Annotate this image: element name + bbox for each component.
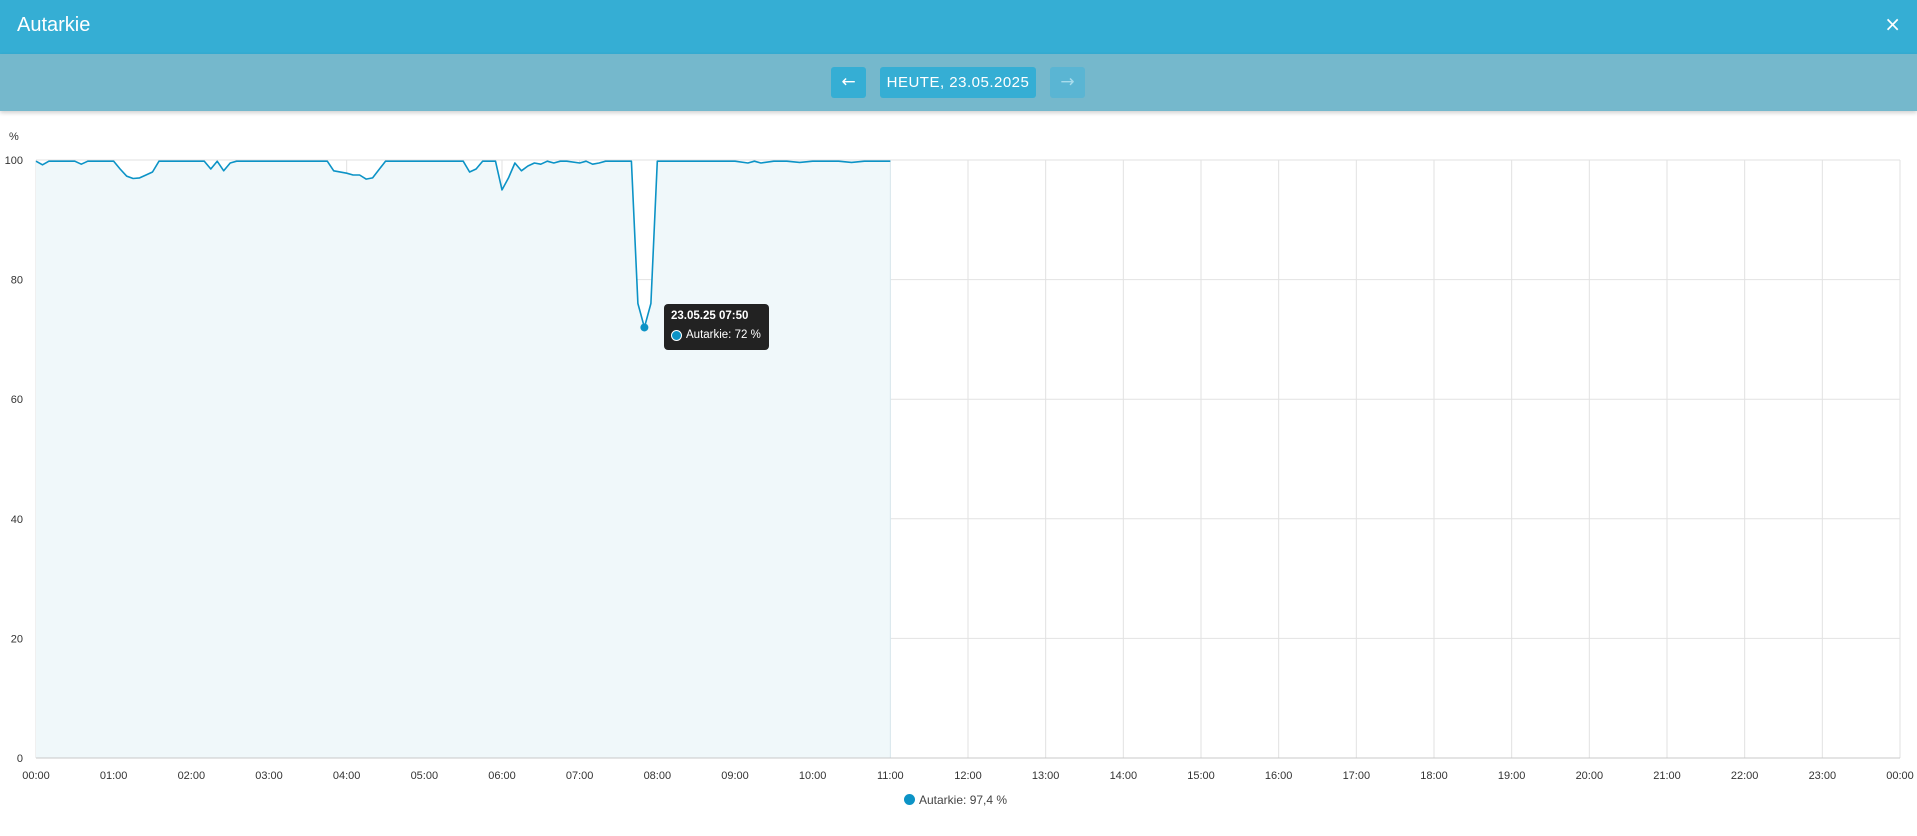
x-tick-label: 06:00 bbox=[488, 770, 516, 782]
previous-day-button[interactable]: ← bbox=[831, 67, 866, 98]
y-axis-unit-label: % bbox=[9, 131, 19, 143]
x-tick-label: 12:00 bbox=[954, 770, 982, 782]
arrow-right-icon: → bbox=[1060, 72, 1075, 92]
x-tick-label: 01:00 bbox=[100, 770, 128, 782]
x-tick-label: 21:00 bbox=[1653, 770, 1681, 782]
x-tick-label: 23:00 bbox=[1809, 770, 1837, 782]
y-tick-label: 20 bbox=[11, 633, 23, 645]
x-tick-label: 14:00 bbox=[1110, 770, 1138, 782]
y-tick-label: 60 bbox=[11, 394, 23, 406]
y-tick-label: 100 bbox=[5, 155, 23, 167]
chart-area bbox=[35, 160, 891, 758]
x-tick-label: 09:00 bbox=[721, 770, 749, 782]
title-bar: Autarkie × bbox=[0, 0, 1917, 54]
x-tick-label: 05:00 bbox=[411, 770, 439, 782]
x-tick-label: 20:00 bbox=[1576, 770, 1604, 782]
x-tick-label: 16:00 bbox=[1265, 770, 1293, 782]
x-tick-label: 22:00 bbox=[1731, 770, 1759, 782]
next-day-button: → bbox=[1050, 67, 1085, 98]
y-tick-label: 80 bbox=[11, 275, 23, 287]
x-tick-label: 00:00 bbox=[1886, 770, 1914, 782]
x-tick-label: 10:00 bbox=[799, 770, 827, 782]
legend-label: Autarkie: 97,4 % bbox=[919, 793, 1008, 807]
tooltip-series-marker bbox=[671, 330, 682, 341]
date-navigation-bar: ← HEUTE, 23.05.2025 → bbox=[0, 54, 1917, 111]
x-tick-label: 08:00 bbox=[644, 770, 672, 782]
window-title: Autarkie bbox=[17, 14, 91, 36]
x-tick-label: 19:00 bbox=[1498, 770, 1526, 782]
x-tick-label: 15:00 bbox=[1187, 770, 1215, 782]
x-tick-label: 18:00 bbox=[1420, 770, 1448, 782]
x-tick-label: 07:00 bbox=[566, 770, 594, 782]
y-tick-label: 40 bbox=[11, 514, 23, 526]
x-tick-label: 04:00 bbox=[333, 770, 361, 782]
x-tick-label: 00:00 bbox=[22, 770, 50, 782]
close-icon[interactable]: × bbox=[1884, 12, 1901, 36]
x-tick-label: 11:00 bbox=[877, 770, 904, 782]
tooltip-value: Autarkie: 72 % bbox=[686, 329, 761, 341]
x-tick-label: 03:00 bbox=[255, 770, 283, 782]
data-tooltip: 23.05.25 07:50 Autarkie: 72 % bbox=[664, 304, 769, 350]
series-area-fill bbox=[36, 161, 891, 758]
arrow-left-icon: ← bbox=[841, 72, 856, 92]
x-tick-label: 17:00 bbox=[1343, 770, 1371, 782]
x-tick-label: 13:00 bbox=[1032, 770, 1060, 782]
series-line bbox=[35, 160, 891, 329]
highlight-point bbox=[640, 323, 649, 332]
y-tick-label: 0 bbox=[17, 753, 23, 765]
legend-marker bbox=[904, 794, 915, 805]
date-selector-button[interactable]: HEUTE, 23.05.2025 bbox=[880, 67, 1036, 98]
x-tick-label: 02:00 bbox=[178, 770, 206, 782]
chart-ticks: 0 20 40 60 80 100 00:00 01:00 02:00 03:00 04:00 05:… bbox=[5, 155, 1914, 782]
chart-legend[interactable]: Autarkie: 97,4 % bbox=[904, 793, 1007, 807]
tooltip-title: 23.05.25 07:50 bbox=[671, 310, 749, 322]
